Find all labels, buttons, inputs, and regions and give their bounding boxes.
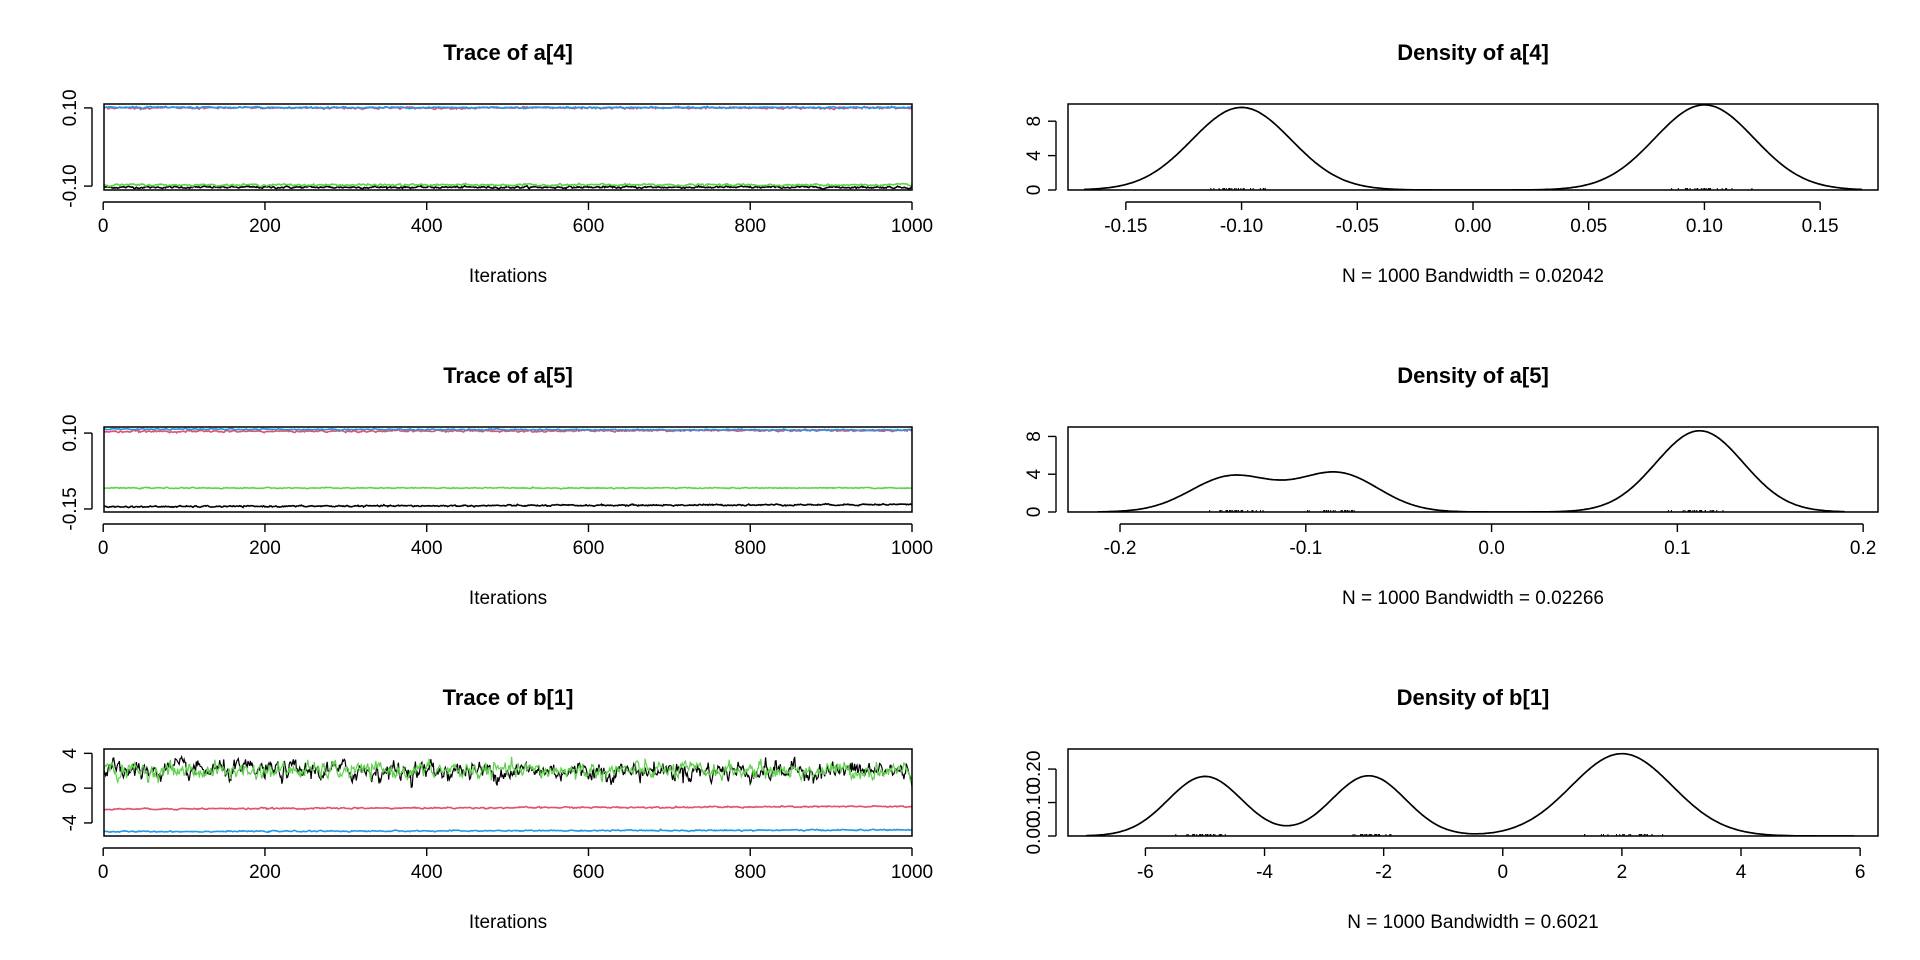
x-tick-label: 800 xyxy=(734,216,766,237)
x-tick-label: 1000 xyxy=(891,538,933,559)
trace-series-chain-4 xyxy=(104,427,912,432)
trace-series-chain-3 xyxy=(104,485,912,490)
x-tick-label: -0.1 xyxy=(1289,538,1322,559)
x-tick-label: 600 xyxy=(573,862,605,883)
y-tick-label: 8 xyxy=(1024,116,1045,127)
x-axis-label: N = 1000 Bandwidth = 0.6021 xyxy=(1347,912,1598,933)
y-tick-label: 0 xyxy=(1024,185,1045,196)
x-tick-label: -4 xyxy=(1256,862,1273,883)
panel-trace-b1: Trace of b[1] 0 200 400 600 800 1000 Iterations… xyxy=(60,685,933,933)
x-tick-label: 400 xyxy=(411,862,443,883)
x-tick-label: 800 xyxy=(734,862,766,883)
x-tick-label: 200 xyxy=(249,216,281,237)
y-tick-label: 4 xyxy=(1024,469,1045,480)
x-tick-label: 200 xyxy=(249,538,281,559)
y-tick-label: 0 xyxy=(60,783,81,794)
x-tick-label: 200 xyxy=(249,862,281,883)
chart-title: Density of a[4] xyxy=(1397,40,1549,65)
x-tick-label: 600 xyxy=(573,216,605,237)
panel-density-b1: Density of b[1] -6 -4 -2 0 2 4 6 N = 1000 Bandwi… xyxy=(1024,685,1879,933)
density-curve xyxy=(1084,104,1862,190)
x-axis-label: N = 1000 Bandwidth = 0.02266 xyxy=(1342,588,1604,609)
y-tick-label: 0.10 xyxy=(1024,784,1045,821)
x-tick-label: 0.05 xyxy=(1570,216,1607,237)
x-tick-label: 600 xyxy=(573,538,605,559)
x-tick-label: 0.15 xyxy=(1802,216,1839,237)
x-tick-label: -2 xyxy=(1375,862,1392,883)
panel-trace-a4: Trace of a[4] 0 200 400 600 800 1000 Iterations… xyxy=(60,40,933,287)
x-tick-label: 0.0 xyxy=(1478,538,1504,559)
x-tick-label: 0.10 xyxy=(1686,216,1723,237)
density-curve xyxy=(1085,752,1855,836)
chart-title: Trace of a[4] xyxy=(443,40,573,65)
x-axis-label: Iterations xyxy=(469,912,547,933)
x-tick-label: 4 xyxy=(1736,862,1747,883)
y-tick-label: 0.10 xyxy=(60,415,81,452)
y-tick-label: -0.10 xyxy=(60,164,81,207)
x-tick-label: 400 xyxy=(411,538,443,559)
chart-title: Trace of b[1] xyxy=(443,685,574,710)
plot-frame xyxy=(103,426,913,513)
panel-trace-a5: Trace of a[5] 0 200 400 600 800 1000 Iterations… xyxy=(60,363,933,609)
y-tick-label: 4 xyxy=(1024,150,1045,161)
x-tick-label: -0.10 xyxy=(1220,216,1263,237)
plot-frame xyxy=(1067,103,1879,191)
x-tick-label: 0 xyxy=(98,538,109,559)
x-tick-label: 0.00 xyxy=(1455,216,1492,237)
y-tick-label: 8 xyxy=(1024,431,1045,442)
x-tick-label: 0.2 xyxy=(1850,538,1876,559)
chart-title: Density of a[5] xyxy=(1397,363,1549,388)
x-tick-label: -0.05 xyxy=(1336,216,1379,237)
y-tick-label: 4 xyxy=(60,748,81,759)
y-tick-label: 0.20 xyxy=(1024,751,1045,788)
x-tick-label: 800 xyxy=(734,538,766,559)
x-tick-label: 1000 xyxy=(891,862,933,883)
trace-series-chain-4 xyxy=(104,105,912,111)
trace-series-chain-1 xyxy=(104,184,912,190)
x-tick-label: 1000 xyxy=(891,216,933,237)
panel-density-a5: Density of a[5] -0.2 -0.1 0.0 0.1 0.2 N = 1000… xyxy=(1024,363,1879,609)
trace-series-chain-1 xyxy=(104,502,912,509)
trace-series-chain-2 xyxy=(104,804,912,812)
y-tick-label: 0.10 xyxy=(60,89,81,126)
trace-series-chain-3 xyxy=(104,756,912,785)
x-tick-label: -6 xyxy=(1137,862,1154,883)
chart-title: Trace of a[5] xyxy=(443,363,573,388)
x-tick-label: 0 xyxy=(98,216,109,237)
plot-frame xyxy=(103,103,913,191)
trace-series-chain-4 xyxy=(104,828,912,834)
x-axis-label: Iterations xyxy=(469,266,547,287)
y-tick-label: -0.15 xyxy=(60,487,81,530)
panel-density-a4: Density of a[4] -0.15 -0.10 -0.05 0.00 0.05 0.… xyxy=(1024,40,1879,287)
y-tick-label: 0.00 xyxy=(1024,818,1045,855)
x-tick-label: 2 xyxy=(1617,862,1628,883)
x-axis-label: N = 1000 Bandwidth = 0.02042 xyxy=(1342,266,1604,287)
trace-series-chain-3 xyxy=(104,182,912,189)
x-tick-label: 6 xyxy=(1855,862,1866,883)
chart-title: Density of b[1] xyxy=(1397,685,1550,710)
x-tick-label: 0 xyxy=(98,862,109,883)
y-tick-label: -4 xyxy=(60,814,81,831)
plot-frame xyxy=(1067,426,1879,513)
plot-frame xyxy=(103,748,913,837)
x-tick-label: -0.15 xyxy=(1104,216,1147,237)
x-tick-label: 400 xyxy=(411,216,443,237)
x-tick-label: 0 xyxy=(1497,862,1508,883)
trace-series-chain-2 xyxy=(104,428,912,435)
x-axis-label: Iterations xyxy=(469,588,547,609)
x-tick-label: 0.1 xyxy=(1664,538,1690,559)
plot-frame xyxy=(1067,748,1879,837)
x-tick-label: -0.2 xyxy=(1104,538,1137,559)
y-tick-label: 0 xyxy=(1024,507,1045,518)
